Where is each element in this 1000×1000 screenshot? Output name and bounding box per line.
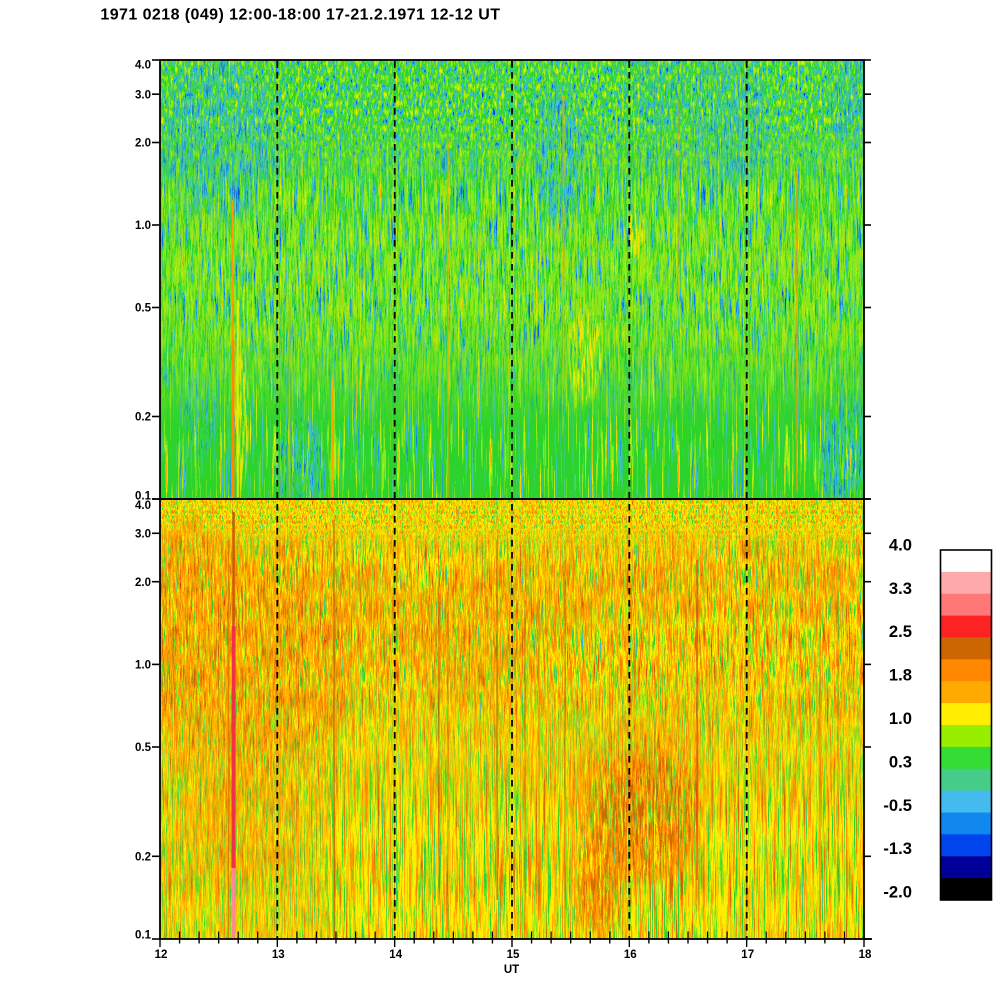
svg-text:0.2: 0.2: [135, 412, 151, 424]
svg-text:12: 12: [155, 949, 168, 961]
svg-text:3.0: 3.0: [135, 528, 151, 540]
svg-text:18: 18: [859, 949, 872, 961]
svg-text:1.8: 1.8: [889, 666, 912, 685]
svg-text:0.1: 0.1: [135, 930, 152, 942]
svg-text:1.0: 1.0: [135, 220, 151, 232]
svg-text:UT: UT: [504, 964, 519, 976]
svg-text:1971 0218 (049) 12:00-18:00 17: 1971 0218 (049) 12:00-18:00 17-21.2.1971…: [100, 6, 500, 23]
svg-text:0.1: 0.1: [135, 491, 152, 503]
svg-text:1.0: 1.0: [889, 709, 912, 728]
svg-text:0.2: 0.2: [135, 851, 151, 863]
svg-text:2.0: 2.0: [135, 138, 151, 150]
svg-text:15: 15: [507, 949, 520, 961]
svg-text:4.0: 4.0: [135, 59, 151, 71]
svg-text:14: 14: [389, 949, 402, 961]
svg-text:17: 17: [741, 949, 754, 961]
svg-text:1.0: 1.0: [135, 660, 151, 672]
svg-text:-0.5: -0.5: [883, 796, 912, 815]
svg-text:4.0: 4.0: [889, 536, 912, 555]
svg-text:3.0: 3.0: [135, 89, 151, 101]
svg-text:13: 13: [272, 949, 285, 961]
svg-text:0.5: 0.5: [135, 303, 152, 315]
svg-text:0.5: 0.5: [135, 742, 152, 754]
svg-text:2.0: 2.0: [135, 577, 151, 589]
svg-text:4.0: 4.0: [135, 500, 151, 512]
svg-text:16: 16: [624, 949, 637, 961]
svg-text:3.3: 3.3: [889, 579, 912, 598]
svg-text:-1.3: -1.3: [883, 839, 912, 858]
svg-text:0.3: 0.3: [889, 752, 912, 771]
svg-text:-2.0: -2.0: [883, 883, 912, 902]
svg-text:2.5: 2.5: [889, 622, 912, 641]
